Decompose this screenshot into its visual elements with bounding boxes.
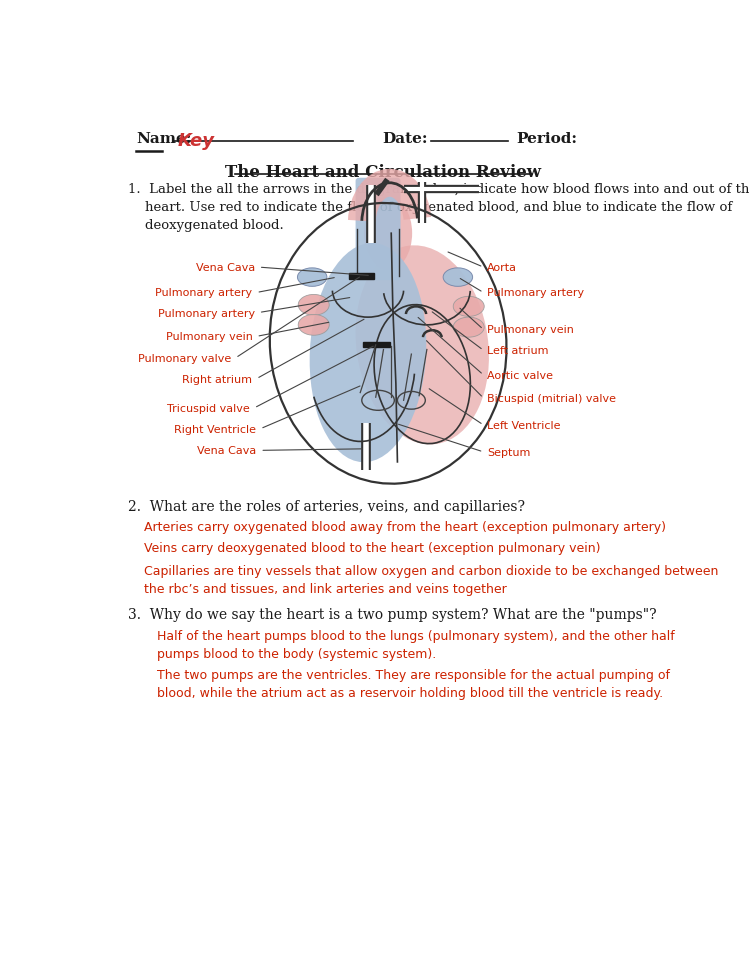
Text: Date:: Date: — [382, 132, 428, 145]
Text: Bicuspid (mitrial) valve: Bicuspid (mitrial) valve — [488, 393, 616, 403]
Ellipse shape — [453, 297, 484, 317]
Text: Septum: Septum — [488, 448, 531, 457]
Text: The two pumps are the ventricles. They are responsible for the actual pumping of: The two pumps are the ventricles. They a… — [157, 669, 670, 700]
Text: Half of the heart pumps blood to the lungs (pulmonary system), and the other hal: Half of the heart pumps blood to the lun… — [157, 629, 675, 660]
Text: Right Ventricle: Right Ventricle — [175, 424, 256, 434]
Text: Arteries carry oxygenated blood away from the heart (exception pulmonary artery): Arteries carry oxygenated blood away fro… — [144, 521, 666, 534]
Text: Veins carry deoxygenated blood to the heart (exception pulmonary vein): Veins carry deoxygenated blood to the he… — [144, 542, 601, 554]
Text: Aorta: Aorta — [488, 263, 518, 273]
Text: 3.  Why do we say the heart is a two pump system? What are the "pumps"?: 3. Why do we say the heart is a two pump… — [129, 607, 657, 621]
Ellipse shape — [364, 198, 412, 270]
Text: Vena Cava: Vena Cava — [197, 446, 256, 455]
Text: Tricuspid valve: Tricuspid valve — [168, 403, 250, 414]
Text: Period:: Period: — [516, 132, 577, 145]
Text: Vena Cava: Vena Cava — [195, 263, 255, 273]
Ellipse shape — [356, 246, 489, 445]
Text: Pulmonary vein: Pulmonary vein — [166, 332, 252, 342]
Text: 1.  Label the all the arrows in the diagram below, indicate how blood flows into: 1. Label the all the arrows in the diagr… — [129, 183, 749, 233]
Text: Pulmonary valve: Pulmonary valve — [139, 354, 231, 363]
Ellipse shape — [297, 268, 327, 287]
Text: Aortic valve: Aortic valve — [488, 370, 554, 381]
Text: Right atrium: Right atrium — [183, 374, 252, 385]
Polygon shape — [363, 342, 389, 348]
Text: Pulmonary artery: Pulmonary artery — [488, 288, 584, 298]
Text: 2.  What are the roles of arteries, veins, and capillaries?: 2. What are the roles of arteries, veins… — [129, 499, 526, 514]
Text: Pulmonary artery: Pulmonary artery — [155, 288, 252, 298]
Ellipse shape — [309, 243, 426, 463]
Text: Key: Key — [178, 132, 214, 149]
Text: Pulmonary vein: Pulmonary vein — [488, 326, 574, 335]
Text: The Heart and Circulation Review: The Heart and Circulation Review — [225, 164, 542, 181]
Ellipse shape — [453, 318, 484, 338]
Text: Capillaries are tiny vessels that allow oxygen and carbon dioxide to be exchange: Capillaries are tiny vessels that allow … — [144, 565, 718, 596]
Ellipse shape — [298, 296, 330, 316]
Ellipse shape — [443, 268, 473, 287]
Text: Pulmonary artery: Pulmonary artery — [158, 308, 255, 318]
Text: Left atrium: Left atrium — [488, 346, 549, 356]
Text: Name:: Name: — [136, 132, 192, 145]
FancyBboxPatch shape — [356, 178, 401, 281]
Ellipse shape — [298, 315, 330, 336]
Polygon shape — [349, 274, 374, 279]
Text: Left Ventricle: Left Ventricle — [488, 421, 561, 430]
